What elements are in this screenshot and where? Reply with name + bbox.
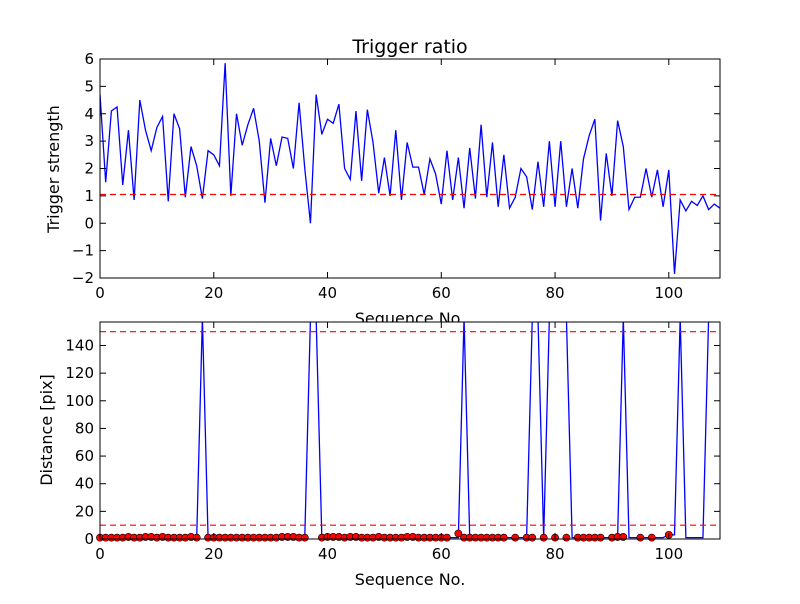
y-axis-label: Trigger strength [44, 105, 63, 234]
y-tick-label: 80 [75, 419, 94, 437]
data-point-marker [562, 533, 571, 542]
data-point-marker [443, 533, 451, 542]
y-tick-label: 100 [65, 392, 94, 410]
x-tick-label: 60 [432, 545, 451, 563]
data-point-marker [499, 533, 508, 542]
y-tick-label: 2 [84, 160, 94, 178]
data-point-marker [528, 533, 537, 542]
distance-chart: 0 20 40 60 80 100 0 20 40 60 80 100 120 140 Sequence … [37, 321, 721, 589]
y-tick-label: 60 [75, 447, 94, 465]
data-point-marker [539, 533, 548, 542]
data-point-marker [192, 533, 201, 542]
x-tick-label: 20 [204, 284, 223, 302]
x-tick-label: 100 [654, 545, 683, 563]
y-tick-label: 120 [65, 364, 94, 382]
y-tick-label: 0 [84, 530, 94, 548]
series-group [100, 63, 720, 274]
y-tick-label: 4 [84, 105, 94, 123]
series-line [100, 63, 720, 274]
x-tick-label: 80 [545, 284, 564, 302]
y-tick-label: 5 [84, 77, 94, 95]
y-tick-label: −1 [72, 242, 94, 260]
x-tick-label: 0 [95, 545, 105, 563]
tick-group: 0 20 40 60 80 100 −2 −1 0 1 2 3 4 5 6 [72, 50, 720, 302]
x-tick-label: 40 [318, 284, 337, 302]
y-tick-label: 20 [75, 502, 94, 520]
data-point-marker [511, 533, 520, 542]
y-tick-label: 140 [65, 336, 94, 354]
data-point-marker [454, 529, 463, 538]
x-tick-label: 0 [95, 284, 105, 302]
tick-group: 0 20 40 60 80 100 0 20 40 60 80 100 120 140 [65, 322, 720, 563]
x-tick-label: 20 [204, 545, 223, 563]
y-tick-label: 3 [84, 132, 94, 150]
y-tick-label: 40 [75, 475, 94, 493]
plot-frame [99, 321, 721, 540]
y-tick-label: 6 [84, 50, 94, 68]
x-tick-label: 100 [654, 284, 683, 302]
plot-area [100, 59, 720, 278]
data-point-marker [636, 533, 645, 542]
data-point-marker [300, 533, 309, 542]
y-tick-label: −2 [72, 269, 94, 287]
x-tick-label: 60 [432, 284, 451, 302]
plot-area [100, 322, 720, 539]
y-tick-label: 0 [84, 214, 94, 232]
data-point-marker [596, 533, 605, 542]
chart-title: Trigger ratio [351, 36, 467, 58]
x-tick-label: 40 [318, 545, 337, 563]
data-point-marker [647, 533, 656, 542]
x-axis-label: Sequence No. [355, 570, 466, 589]
y-axis-label: Distance [pix] [37, 374, 56, 486]
x-tick-label: 80 [545, 545, 564, 563]
y-tick-label: 1 [84, 187, 94, 205]
